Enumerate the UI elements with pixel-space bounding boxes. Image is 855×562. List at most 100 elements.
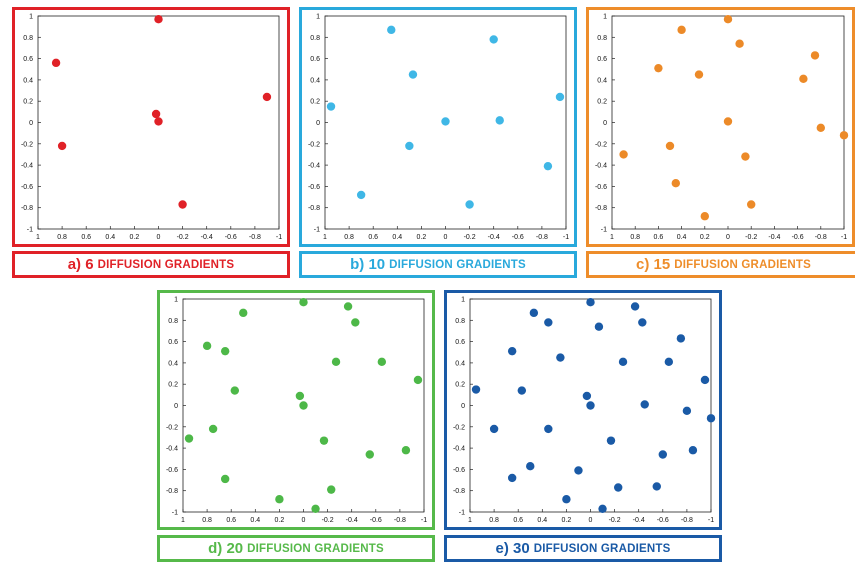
x-tick-label: 0.8 bbox=[202, 517, 212, 524]
data-point bbox=[671, 179, 680, 188]
x-tick-label: 0.4 bbox=[537, 517, 547, 524]
y-tick-label: 0.2 bbox=[455, 382, 465, 389]
x-tick-label: -0.4 bbox=[633, 517, 645, 524]
x-tick-label: 0 bbox=[589, 517, 593, 524]
x-tick-label: 0.2 bbox=[562, 517, 572, 524]
y-tick-label: 0 bbox=[603, 120, 607, 127]
y-tick-label: 0.6 bbox=[168, 339, 178, 346]
data-point bbox=[495, 116, 504, 125]
y-tick-label: 0.4 bbox=[168, 360, 178, 367]
y-tick-label: -0.6 bbox=[595, 184, 607, 191]
data-point bbox=[465, 200, 474, 209]
caption-c-suffix: DIFFUSION GRADIENTS bbox=[674, 258, 811, 271]
x-tick-label: -0.2 bbox=[177, 234, 189, 241]
y-tick-label: -1 bbox=[459, 510, 465, 517]
y-tick-label: -0.2 bbox=[166, 424, 178, 431]
y-tick-label: -0.4 bbox=[308, 163, 320, 170]
data-point bbox=[154, 14, 163, 24]
data-point bbox=[747, 200, 756, 209]
x-tick-label: 0.6 bbox=[513, 517, 523, 524]
data-point bbox=[262, 92, 272, 102]
data-point bbox=[299, 297, 308, 307]
data-point bbox=[665, 141, 675, 151]
data-point bbox=[682, 406, 692, 416]
x-tick-label: -0.2 bbox=[609, 517, 621, 524]
x-tick-label: -0.6 bbox=[657, 517, 669, 524]
data-point bbox=[343, 302, 353, 311]
panel-d: 1 0.8 0.6 0.4 0.2 0 -0.2 -0.4 -0.6 -0.8 -1 1 0.8 0.6 0… bbox=[157, 290, 435, 530]
data-point bbox=[799, 74, 808, 84]
x-tick-label: 0.2 bbox=[417, 234, 427, 241]
data-point bbox=[151, 109, 161, 119]
x-tick-label: 0.2 bbox=[275, 517, 285, 524]
y-tick-label: 1 bbox=[603, 14, 607, 21]
y-tick-label: -0.6 bbox=[453, 467, 465, 474]
data-point bbox=[556, 353, 565, 362]
data-point bbox=[202, 341, 212, 351]
y-tick-label: -0.8 bbox=[21, 205, 33, 212]
data-point bbox=[507, 346, 517, 356]
data-point bbox=[652, 482, 661, 491]
y-tick-label: 0 bbox=[29, 120, 33, 127]
panel-c: 1 0.8 0.6 0.4 0.2 0 -0.2 -0.4 -0.6 -0.8 -1 1 0.8 0.6 0… bbox=[586, 7, 855, 247]
data-point bbox=[408, 70, 418, 79]
panel-frame bbox=[444, 290, 722, 530]
data-point bbox=[606, 436, 616, 445]
x-tick-label: -1 bbox=[563, 234, 569, 241]
x-tick-label: -0.2 bbox=[322, 517, 334, 524]
x-tick-label: 0.4 bbox=[677, 234, 687, 241]
x-tick-label: -0.2 bbox=[464, 234, 476, 241]
data-point bbox=[51, 58, 61, 68]
data-point bbox=[544, 424, 553, 434]
x-tick-label: 0.6 bbox=[654, 234, 664, 241]
data-point bbox=[526, 462, 535, 471]
data-point bbox=[638, 318, 647, 327]
caption-c: c) 15 DIFFUSION GRADIENTS bbox=[586, 251, 855, 278]
data-point bbox=[810, 51, 820, 60]
data-point bbox=[57, 141, 67, 151]
x-tick-label: -0.8 bbox=[394, 517, 406, 524]
y-tick-label: -0.8 bbox=[308, 205, 320, 212]
x-tick-label: -0.4 bbox=[768, 234, 780, 241]
data-point bbox=[295, 391, 305, 401]
x-tick-label: 0.2 bbox=[130, 234, 140, 241]
data-point bbox=[723, 117, 733, 126]
y-tick-label: 0 bbox=[461, 403, 465, 410]
y-tick-label: 0.6 bbox=[23, 56, 33, 63]
data-point bbox=[839, 131, 849, 140]
y-tick-label: -0.6 bbox=[308, 184, 320, 191]
data-point bbox=[544, 318, 553, 327]
data-point bbox=[618, 357, 628, 367]
y-tick-label: 0.2 bbox=[310, 99, 320, 106]
y-tick-label: 0.8 bbox=[597, 35, 607, 42]
x-tick-label: 0.6 bbox=[368, 234, 378, 241]
data-point bbox=[331, 357, 341, 367]
x-tick-label: -0.2 bbox=[745, 234, 757, 241]
data-point bbox=[220, 346, 230, 356]
x-tick-label: -0.4 bbox=[488, 234, 500, 241]
data-point bbox=[582, 391, 592, 401]
data-point bbox=[377, 357, 387, 367]
x-tick-label: -0.6 bbox=[512, 234, 524, 241]
y-tick-label: 0.4 bbox=[310, 77, 320, 84]
data-point bbox=[319, 436, 329, 445]
data-point bbox=[688, 446, 698, 455]
panel-frame bbox=[299, 7, 577, 247]
y-tick-label: -0.2 bbox=[453, 424, 465, 431]
data-point bbox=[299, 401, 308, 410]
data-point bbox=[630, 302, 640, 311]
x-tick-label: 0 bbox=[302, 517, 306, 524]
scatter-plot-b: 10.80.60.40.20-0.2-0.4-0.6-0.8-11 0.8 0.6 0… bbox=[299, 7, 577, 247]
y-tick-label: 0 bbox=[174, 403, 178, 410]
y-tick-label: -0.4 bbox=[595, 163, 607, 170]
data-point bbox=[658, 450, 667, 459]
caption-a-prefix: a) 6 bbox=[67, 256, 94, 273]
panel-b: 1 0.8 0.6 0.4 0.2 0 -0.2 -0.4 -0.6 -0.8 -1 1 0.8 0.6 0… bbox=[299, 7, 577, 247]
data-point bbox=[574, 466, 583, 475]
y-tick-label: 0.6 bbox=[597, 56, 607, 63]
data-point bbox=[351, 318, 360, 327]
caption-a: a) 6 DIFFUSION GRADIENTS bbox=[12, 251, 290, 278]
data-point bbox=[700, 212, 709, 221]
data-point bbox=[664, 357, 674, 367]
data-point bbox=[586, 401, 595, 410]
